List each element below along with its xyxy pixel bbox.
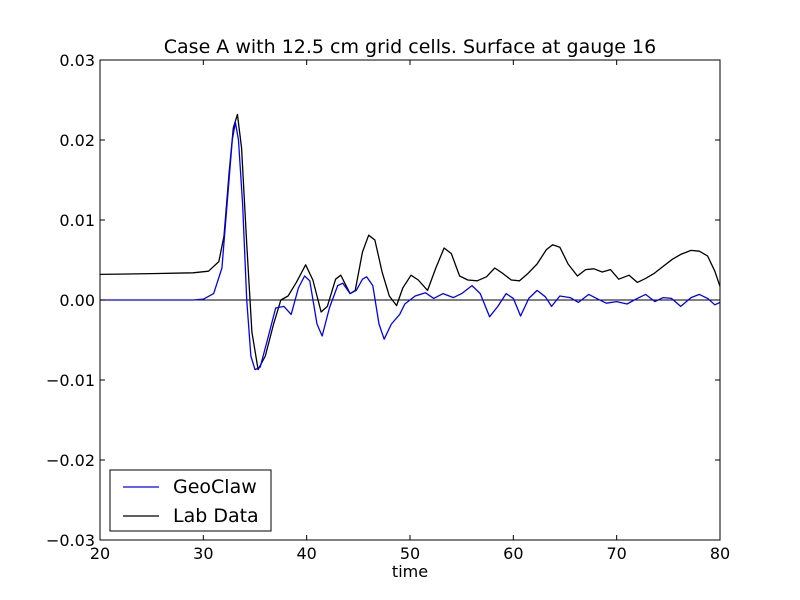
legend-label-geoclaw: GeoClaw [173,476,257,498]
y-tick-label: −0.02 [46,451,95,470]
legend: GeoClaw Lab Data [109,469,272,532]
y-tick-label: −0.01 [46,371,95,390]
series-line-lab-data [99,113,721,371]
y-axis-ticks: 0.03 0.02 0.01 0.00 −0.01 −0.02 −0.03 [46,51,720,550]
y-tick-label: 0.01 [59,211,95,230]
chart-title: Case A with 12.5 cm grid cells. Surface … [164,36,656,58]
legend-box [109,469,272,532]
y-tick-label: −0.03 [46,531,95,550]
legend-label-lab-data: Lab Data [173,505,259,527]
x-tick-label: 50 [400,544,420,563]
y-tick-label: 0.00 [59,291,95,310]
series-line-geoclaw [100,121,721,371]
x-tick-label: 30 [193,544,213,563]
y-tick-label: 0.02 [59,131,95,150]
x-tick-label: 70 [606,544,626,563]
x-tick-label: 60 [503,544,523,563]
x-tick-label: 20 [90,544,110,563]
plot-frame [99,59,721,541]
x-tick-label: 80 [710,544,730,563]
plot-content [99,113,721,371]
x-axis-ticks: 20 30 40 50 60 70 80 [90,60,730,563]
y-tick-label: 0.03 [59,51,95,70]
x-axis-label: time [392,562,428,581]
x-tick-label: 40 [296,544,316,563]
